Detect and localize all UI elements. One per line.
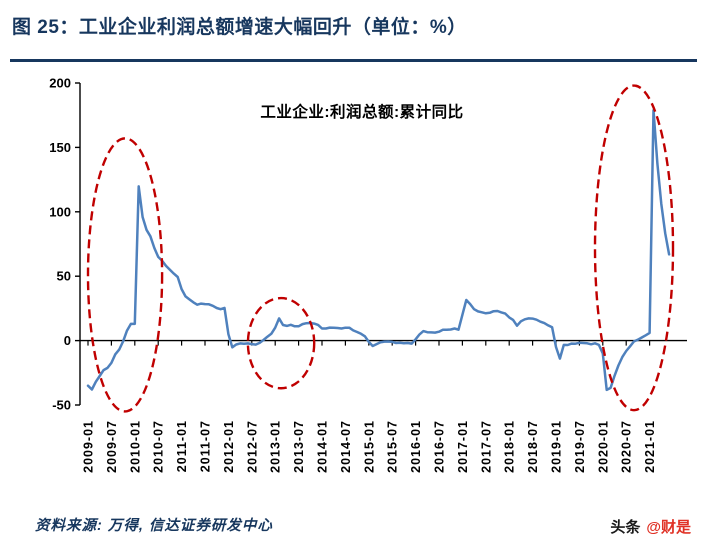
x-tick-label: 2012-01 [222, 420, 236, 473]
line-chart-canvas: 200 150 100 50 0 -50 2009-01 2009-07 2010-01 2010… [49, 76, 687, 473]
y-tick-label: 0 [64, 333, 71, 348]
x-tick-label: 2016-01 [409, 420, 423, 473]
x-tick-label: 2011-07 [199, 420, 213, 472]
profit-growth-chart: 200 150 100 50 0 -50 2009-01 2009-07 2010-01 2010… [10, 70, 700, 515]
x-tick-label: 2014-07 [339, 420, 353, 473]
x-tick-label: 2011-01 [175, 420, 189, 472]
x-tick-label: 2014-01 [316, 420, 330, 473]
x-tick-label: 2013-01 [269, 420, 283, 473]
x-tick-label: 2016-07 [433, 420, 447, 473]
x-tick-label: 2012-07 [245, 420, 259, 473]
figure-title: 图 25：工业企业利润总额增速大幅回升（单位：%） [12, 17, 467, 38]
x-tick-label: 2017-01 [456, 420, 470, 473]
highlight-ellipse [593, 84, 675, 412]
x-tick-label: 2010-07 [152, 420, 166, 473]
y-tick-label: 100 [49, 204, 71, 219]
x-tick-label: 2021-01 [643, 420, 657, 473]
y-tick-label: 200 [49, 76, 71, 91]
x-tick-label: 2018-07 [526, 420, 540, 473]
x-tick-label: 2010-01 [128, 420, 142, 473]
highlight-ellipse [246, 296, 316, 390]
x-tick-label: 2018-01 [503, 420, 517, 473]
y-tick-label: -50 [52, 398, 71, 413]
x-tick-label: 2015-01 [362, 420, 376, 473]
x-tick-label: 2020-01 [596, 420, 610, 473]
series-line [86, 108, 671, 392]
series-label: 工业企业:利润总额:累计同比 [260, 102, 463, 121]
highlight-ellipse [86, 137, 164, 413]
x-tick-label: 2015-07 [386, 420, 400, 473]
watermark-toutiao-label: 头条 [610, 519, 641, 536]
x-tick-label: 2020-07 [620, 420, 634, 473]
x-tick-label: 2017-07 [479, 420, 493, 473]
y-tick-label: 50 [57, 269, 71, 284]
x-tick-label: 2019-01 [550, 420, 564, 473]
x-tick-label: 2019-07 [573, 420, 587, 473]
title-divider [10, 59, 697, 62]
source-note: 资料来源: 万得, 信达证券研发中心 [35, 518, 273, 534]
x-tick-label: 2009-07 [105, 420, 119, 473]
x-tick-label: 2013-07 [292, 420, 306, 473]
x-tick-label: 2009-01 [82, 420, 96, 473]
y-tick-label: 150 [49, 140, 71, 155]
watermark-account-handle: @财是 [646, 519, 691, 536]
watermark: 头条 @财是 [610, 516, 691, 537]
